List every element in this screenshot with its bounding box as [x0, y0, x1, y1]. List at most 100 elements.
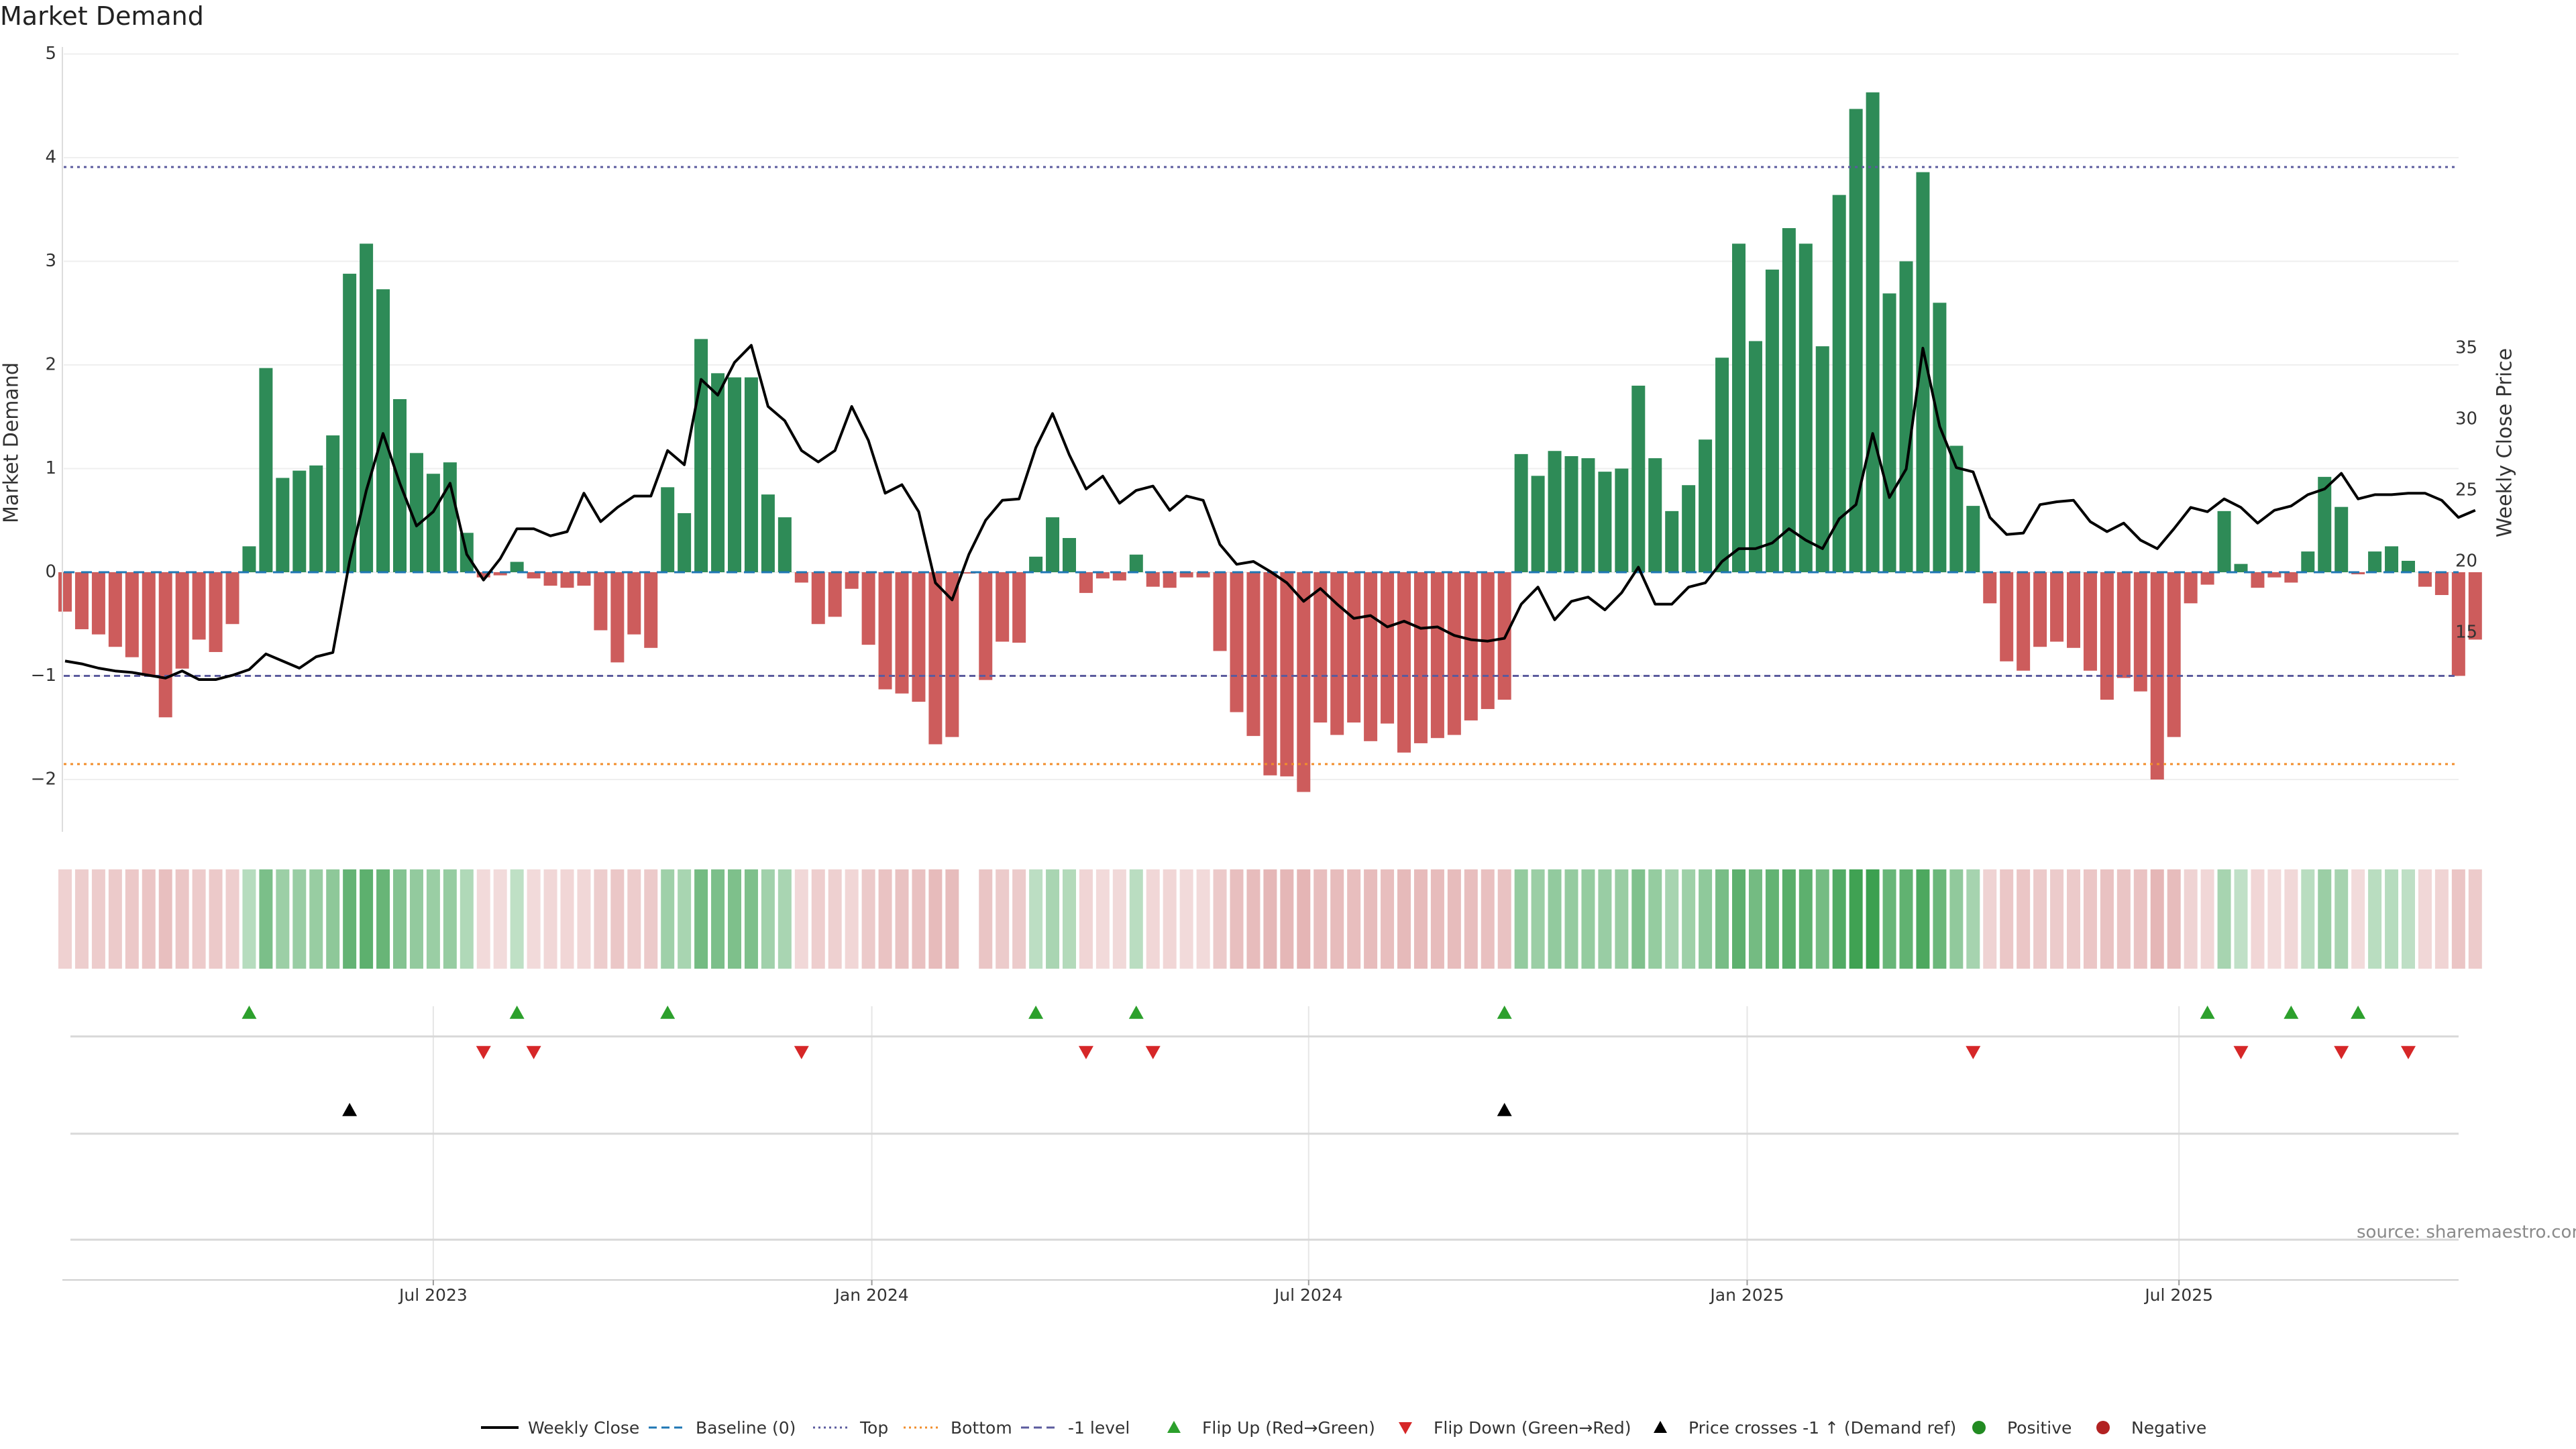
demand-heat-strip	[58, 869, 2482, 969]
heat-cell	[276, 869, 290, 969]
heat-cell	[811, 869, 825, 969]
demand-bar	[1548, 451, 1562, 572]
heat-cell	[1112, 869, 1126, 969]
axes: 5 4 3 2 1 0 −1 −2 35 30 25 20 15 Jul 2023 Jan 2024 Jul …	[0, 44, 2517, 1305]
demand-bar	[1799, 244, 1813, 572]
heat-cell	[1046, 869, 1060, 969]
heat-cell	[794, 869, 808, 969]
x-tick-label: Jul 2025	[2143, 1285, 2213, 1305]
demand-bar	[661, 487, 675, 572]
flip-down-marker	[526, 1046, 541, 1059]
heat-cell	[1548, 869, 1562, 969]
demand-bar	[1397, 572, 1411, 753]
heat-cell	[108, 869, 122, 969]
demand-bar	[1163, 572, 1177, 588]
demand-bar	[2301, 551, 2315, 572]
heat-cell	[728, 869, 741, 969]
demand-bar	[1682, 485, 1696, 572]
heat-cell	[1063, 869, 1076, 969]
heat-cell	[845, 869, 859, 969]
legend-item: Bottom	[902, 1414, 1012, 1441]
heat-cell	[996, 869, 1010, 969]
heat-cell	[2418, 869, 2432, 969]
demand-bar	[2133, 572, 2147, 692]
heat-cell	[259, 869, 273, 969]
legend-triangle	[1167, 1421, 1181, 1433]
legend-item: Weekly Close	[480, 1414, 639, 1441]
heat-cell	[158, 869, 172, 969]
heat-cell	[225, 869, 239, 969]
legend-triangle	[1654, 1421, 1667, 1433]
demand-bar	[1029, 556, 1043, 572]
legend-item: Top	[812, 1414, 888, 1441]
flip-down-marker	[1966, 1046, 1981, 1059]
demand-bar	[510, 561, 524, 572]
demand-bar	[225, 572, 239, 625]
heat-cell	[744, 869, 758, 969]
heat-cell	[678, 869, 692, 969]
heat-cell	[543, 869, 557, 969]
heat-cell	[1263, 869, 1277, 969]
heat-cell	[1866, 869, 1880, 969]
heat-cell	[1983, 869, 1997, 969]
heat-cell	[1631, 869, 1646, 969]
heat-cell	[1481, 869, 1495, 969]
source-credit: source: sharemaestro.com	[2357, 1222, 2576, 1242]
demand-bar	[845, 572, 859, 589]
legend-item: Flip Down (Green→Red)	[1385, 1414, 1631, 1441]
heat-cell	[2301, 869, 2315, 969]
demand-bar	[1732, 244, 1746, 572]
demand-bar	[2083, 572, 2097, 671]
demand-bar	[1748, 341, 1762, 572]
heat-cell	[2402, 869, 2415, 969]
heat-cell	[1381, 869, 1395, 969]
flip-up-marker	[660, 1006, 676, 1019]
demand-bar	[694, 339, 708, 572]
demand-bar	[945, 572, 959, 737]
y-tick-label: 2	[45, 355, 56, 375]
demand-bar	[58, 572, 72, 612]
heat-cell	[1715, 869, 1729, 969]
demand-bar	[711, 373, 725, 572]
heat-cell	[1347, 869, 1361, 969]
heat-cell	[1799, 869, 1813, 969]
demand-bar	[1815, 346, 1829, 572]
demand-bar	[2251, 572, 2265, 588]
demand-bar	[2167, 572, 2181, 737]
demand-bar	[2334, 506, 2349, 572]
y2-tick-label: 25	[2455, 480, 2477, 500]
heat-cell	[426, 869, 440, 969]
heat-cell	[560, 869, 574, 969]
heat-cell	[1179, 869, 1193, 969]
demand-bar	[376, 289, 390, 572]
heat-cell	[1163, 869, 1177, 969]
heat-cell	[409, 869, 423, 969]
heat-cell	[476, 869, 490, 969]
demand-bar	[1146, 572, 1160, 587]
reference-lines	[64, 166, 2459, 765]
heat-cell	[510, 869, 524, 969]
heat-cell	[644, 869, 658, 969]
legend-label: Baseline (0)	[696, 1417, 796, 1438]
heat-cell	[1196, 869, 1210, 969]
demand-bar	[560, 572, 574, 588]
legend-swatch-icon	[813, 1426, 851, 1429]
demand-bar	[192, 572, 206, 640]
demand-bar	[1648, 458, 1662, 572]
legend-label: Bottom	[951, 1417, 1012, 1438]
heat-cell	[2150, 869, 2164, 969]
demand-bar	[1882, 293, 1896, 572]
heat-cell	[2000, 869, 2014, 969]
demand-bar	[292, 470, 307, 572]
demand-bar	[1413, 572, 1428, 743]
heat-cell	[1815, 869, 1829, 969]
flip-down-marker	[794, 1046, 809, 1059]
heat-cell	[74, 869, 89, 969]
demand-bar	[2385, 546, 2399, 572]
x-tick-label: Jan 2024	[834, 1285, 909, 1305]
demand-bar	[928, 572, 943, 745]
demand-bar	[1531, 476, 1545, 572]
legend-swatch-icon	[904, 1426, 941, 1429]
heat-cell	[1079, 869, 1093, 969]
demand-bar	[2451, 572, 2465, 676]
